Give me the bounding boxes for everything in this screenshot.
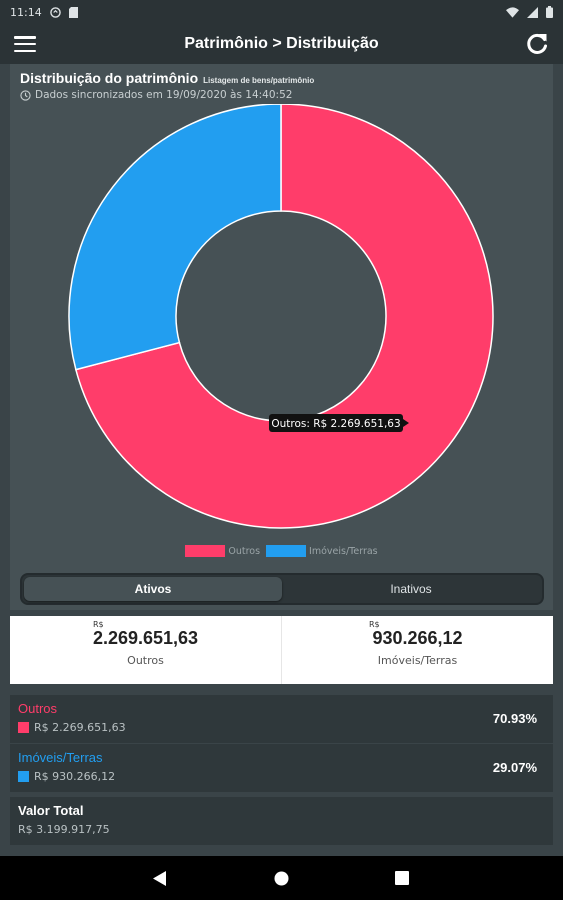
legend-item-imoveis[interactable]: Imóveis/Terras: [266, 545, 378, 557]
card-subtitle: Listagem de bens/patrimônio: [203, 76, 315, 85]
total-row: Valor Total R$ 3.199.917,75: [10, 797, 553, 845]
row-name: Imóveis/Terras: [18, 750, 103, 765]
tab-ativos[interactable]: Ativos: [24, 577, 282, 601]
total-amount: R$ 3.199.917,75: [18, 823, 110, 836]
sync-info: Dados sincronizados em 19/09/2020 às 14:…: [20, 89, 292, 101]
donut-slice-im-veis-terras[interactable]: [68, 104, 282, 371]
chart-tooltip: Outros: R$ 2.269.651,63: [269, 414, 409, 432]
list-item-outros[interactable]: Outros R$ 2.269.651,63 70.93%: [10, 695, 553, 743]
legend-item-outros[interactable]: Outros: [185, 545, 260, 557]
total-label: Valor Total: [18, 803, 84, 818]
status-bar: 11:14: [0, 0, 563, 24]
signal-icon: [527, 6, 538, 18]
tooltip-arrow: [403, 419, 409, 427]
color-swatch: [18, 771, 29, 782]
row-amount: R$ 930.266,12: [34, 770, 116, 783]
status-time: 11:14: [10, 5, 42, 19]
row-percent: 29.07%: [492, 760, 537, 775]
menu-icon: [14, 36, 36, 39]
recents-icon[interactable]: [395, 871, 409, 885]
app-bar: Patrimônio > Distribuição: [0, 24, 563, 64]
chart-legend: Outros Imóveis/Terras: [10, 545, 553, 557]
sd-card-icon: [68, 6, 78, 18]
clock-icon: [20, 89, 31, 101]
list-item-imoveis[interactable]: Imóveis/Terras R$ 930.266,12 29.07%: [10, 744, 553, 792]
legend-swatch: [185, 545, 226, 557]
row-amount: R$ 2.269.651,63: [34, 721, 126, 734]
tab-inativos[interactable]: Inativos: [390, 582, 432, 596]
legend-label: Outros: [228, 545, 261, 557]
summary-outros: R$ 2.269.651,63 Outros: [10, 616, 281, 684]
legend-swatch: [266, 545, 307, 557]
tooltip-text: Outros: R$ 2.269.651,63: [271, 418, 400, 430]
summary-label: Imóveis/Terras: [377, 654, 458, 667]
currency-label: R$: [369, 620, 380, 629]
refresh-icon[interactable]: [523, 30, 551, 58]
card-title: Distribuição do patrimônio: [20, 70, 199, 86]
sync-text: Dados sincronizados em 19/09/2020 às 14:…: [35, 89, 293, 101]
currency-label: R$: [93, 620, 104, 629]
summary-label: Outros: [127, 654, 164, 667]
row-percent: 70.93%: [492, 711, 537, 726]
color-swatch: [18, 722, 29, 733]
page-title: Patrimônio > Distribuição: [184, 35, 379, 52]
legend-label: Imóveis/Terras: [309, 545, 378, 557]
status-tabs: Ativos Inativos: [20, 573, 544, 605]
battery-icon: [546, 6, 553, 18]
back-icon[interactable]: [153, 871, 167, 886]
summary-value: 2.269.651,63: [92, 628, 199, 648]
wifi-icon: [506, 6, 519, 18]
sync-status-icon: [49, 6, 61, 18]
row-name: Outros: [18, 701, 58, 716]
donut-chart[interactable]: Outros: R$ 2.269.651,63: [10, 104, 553, 544]
summary-imoveis: R$ 930.266,12 Imóveis/Terras: [281, 616, 553, 684]
home-icon[interactable]: [274, 871, 289, 886]
summary-value: 930.266,12: [372, 628, 463, 648]
tooltip-box: [269, 414, 403, 432]
system-nav-bar: [0, 856, 563, 900]
summary-panel: R$ 2.269.651,63 Outros R$ 930.266,12 Imó…: [10, 616, 553, 684]
menu-button[interactable]: [14, 34, 36, 54]
distribution-card: Distribuição do patrimônio Listagem de b…: [10, 64, 553, 610]
